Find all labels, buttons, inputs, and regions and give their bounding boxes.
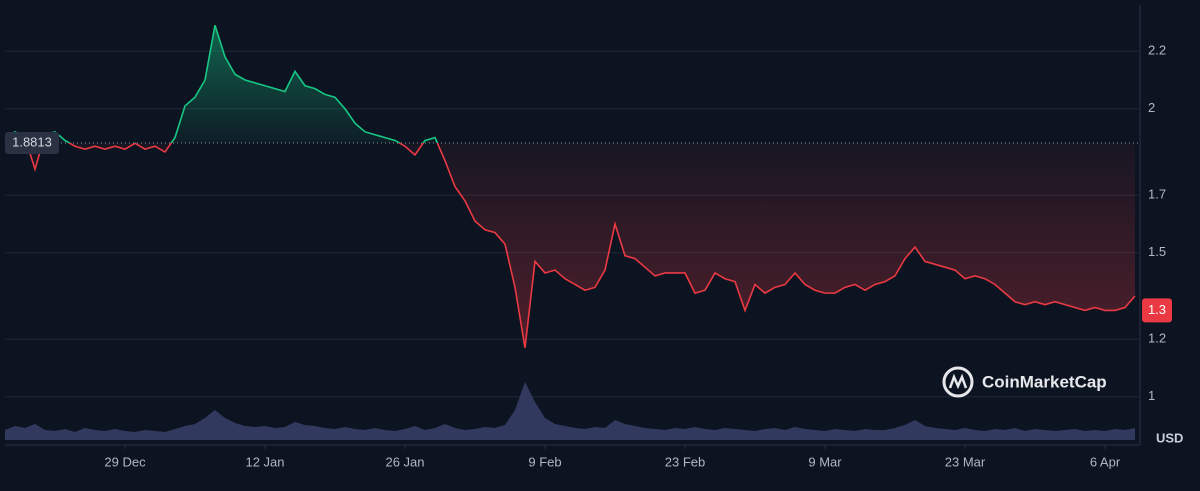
logo-icon: [942, 366, 974, 398]
x-tick-label: 9 Feb: [528, 454, 561, 469]
y-tick-label: 1.7: [1148, 187, 1166, 202]
logo-mark: [948, 373, 968, 390]
baseline-label-box: [5, 131, 59, 154]
price-line: [4, 25, 1136, 348]
current-value-box: [1142, 298, 1172, 323]
currency-label: USD: [1156, 430, 1183, 445]
watermark-text: CoinMarketCap: [982, 372, 1107, 391]
y-tick-label: 1.2: [1148, 331, 1166, 346]
price-area: [5, 25, 1135, 348]
y-tick-label: 1: [1148, 388, 1155, 403]
watermark: CoinMarketCap: [942, 366, 1107, 398]
x-tick-label: 23 Feb: [665, 454, 705, 469]
baseline-label: 1.8813: [12, 134, 52, 149]
current-value-label: 1.3: [1148, 302, 1166, 317]
x-tick-label: 29 Dec: [104, 454, 146, 469]
y-tick-label: 2: [1148, 100, 1155, 115]
volume-area: [5, 382, 1135, 440]
y-tick-label: 2.2: [1148, 43, 1166, 58]
x-tick-label: 9 Mar: [808, 454, 842, 469]
x-tick-label: 26 Jan: [385, 454, 424, 469]
x-tick-label: 6 Apr: [1090, 454, 1121, 469]
y-tick-label: 1.5: [1148, 244, 1166, 259]
x-tick-label: 12 Jan: [245, 454, 284, 469]
x-tick-label: 23 Mar: [945, 454, 986, 469]
